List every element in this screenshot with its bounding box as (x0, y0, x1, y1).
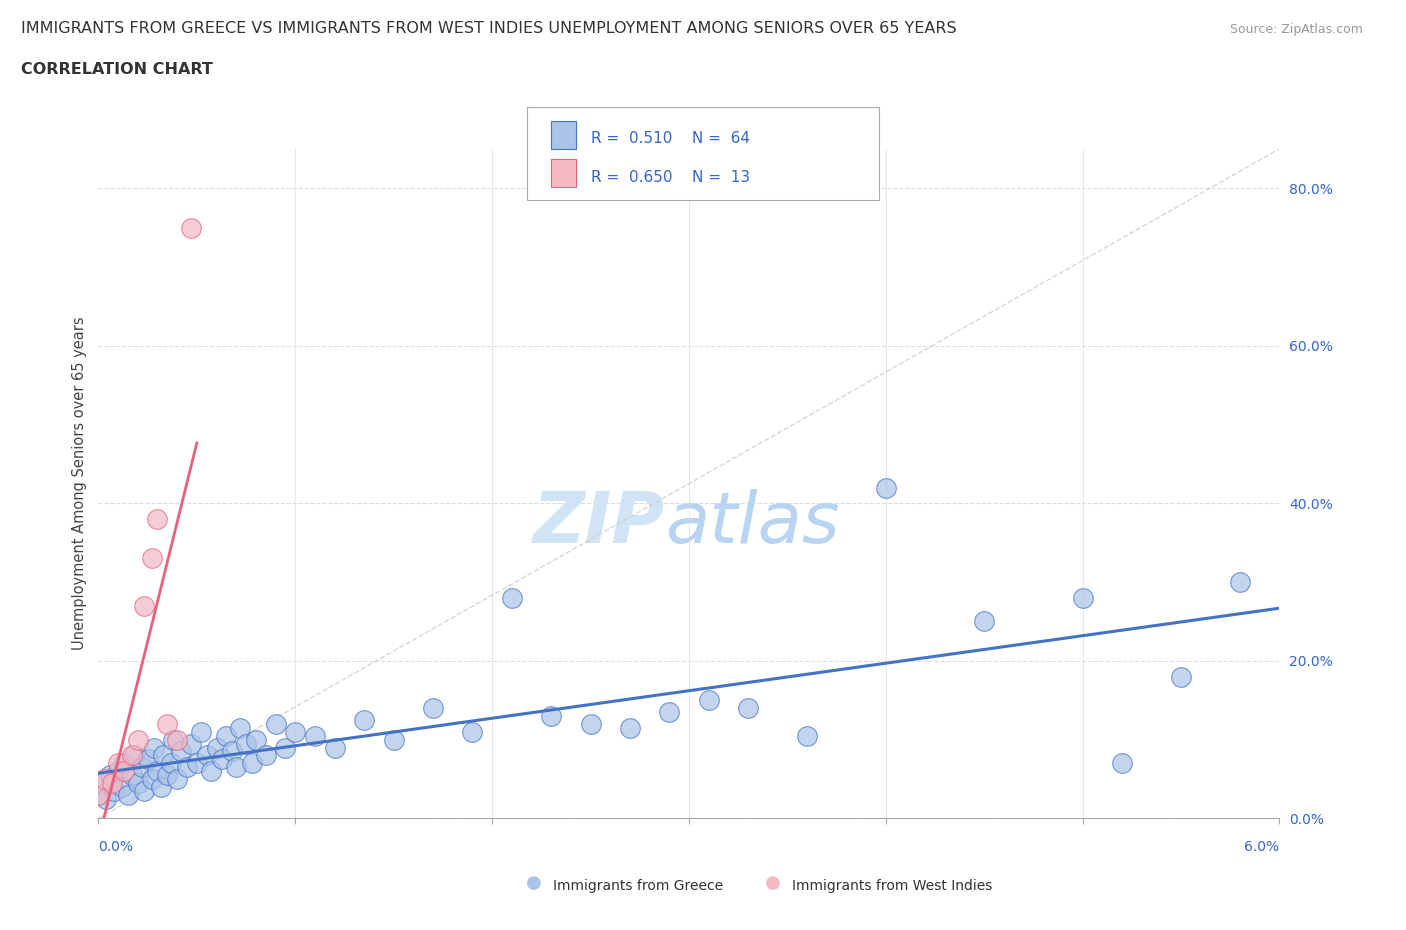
Point (127, 776, 149, 790)
Point (87, 788, 110, 803)
Point (166, 732, 188, 747)
Point (658, 705, 681, 720)
Point (697, 693, 720, 708)
Point (121, 767, 143, 782)
Point (142, 740, 165, 755)
Point (225, 760, 247, 775)
Point (200, 764, 222, 778)
Point (540, 709, 562, 724)
Text: ●: ● (765, 874, 782, 892)
Point (211, 751, 233, 766)
Point (240, 756, 263, 771)
Point (205, 740, 228, 755)
Point (221, 744, 243, 759)
Point (215, 728, 238, 743)
Point (170, 744, 193, 759)
Point (141, 772, 163, 787)
Text: Immigrants from West Indies: Immigrants from West Indies (792, 879, 993, 893)
Point (103, 783, 125, 798)
Point (162, 732, 184, 747)
Point (93, 772, 115, 787)
Point (166, 772, 188, 787)
Point (973, 614, 995, 629)
Point (422, 700, 444, 715)
Point (264, 716, 287, 731)
Point (156, 767, 179, 782)
Text: 6.0%: 6.0% (1244, 840, 1279, 854)
Point (91, 776, 114, 790)
Text: ●: ● (526, 874, 543, 892)
Point (382, 732, 405, 747)
Text: Immigrants from Greece: Immigrants from Greece (553, 879, 723, 893)
Point (190, 724, 212, 739)
Point (195, 748, 218, 763)
Text: R =  0.510    N =  64: R = 0.510 N = 64 (591, 131, 749, 146)
Text: Source: ZipAtlas.com: Source: ZipAtlas.com (1230, 22, 1364, 35)
Point (235, 737, 257, 751)
Point (98, 767, 121, 782)
Point (180, 220, 202, 235)
Point (112, 764, 135, 778)
Point (122, 748, 145, 763)
Point (737, 700, 759, 715)
Point (127, 732, 149, 747)
Point (1071, 591, 1094, 605)
Point (107, 764, 129, 778)
Point (1170, 670, 1192, 684)
Point (141, 551, 163, 565)
Point (87, 788, 110, 803)
Point (132, 598, 155, 613)
Point (152, 748, 174, 763)
Point (323, 740, 346, 755)
Text: 0.0%: 0.0% (98, 840, 134, 854)
Point (461, 724, 484, 739)
Point (107, 756, 129, 771)
Point (284, 724, 307, 739)
Point (101, 776, 124, 790)
Point (186, 756, 208, 771)
Point (131, 760, 153, 775)
Point (245, 732, 267, 747)
Point (117, 788, 139, 803)
Point (176, 760, 198, 775)
Point (132, 783, 155, 798)
Point (353, 712, 375, 727)
Point (1111, 756, 1133, 771)
Point (160, 756, 183, 771)
Point (96, 791, 118, 806)
Y-axis label: Unemployment Among Seniors over 65 years: Unemployment Among Seniors over 65 years (72, 317, 87, 650)
Point (156, 716, 179, 731)
Point (254, 748, 277, 763)
Text: R =  0.650    N =  13: R = 0.650 N = 13 (591, 170, 749, 185)
Point (875, 480, 897, 495)
Text: CORRELATION CHART: CORRELATION CHART (21, 62, 212, 77)
Text: IMMIGRANTS FROM GREECE VS IMMIGRANTS FROM WEST INDIES UNEMPLOYMENT AMONG SENIORS: IMMIGRANTS FROM GREECE VS IMMIGRANTS FRO… (21, 20, 956, 35)
Point (229, 721, 252, 736)
Point (619, 721, 641, 736)
Point (579, 716, 602, 731)
Point (111, 779, 134, 794)
Point (112, 756, 135, 771)
Point (796, 728, 818, 743)
Point (274, 740, 297, 755)
Point (136, 751, 159, 766)
Point (180, 737, 202, 751)
Point (146, 764, 169, 778)
Point (501, 591, 523, 605)
Point (1229, 575, 1251, 590)
Point (304, 728, 326, 743)
Text: ZIP: ZIP (533, 489, 665, 558)
Point (146, 512, 169, 526)
Point (150, 779, 173, 794)
Text: atlas: atlas (665, 489, 839, 558)
Point (121, 748, 143, 763)
